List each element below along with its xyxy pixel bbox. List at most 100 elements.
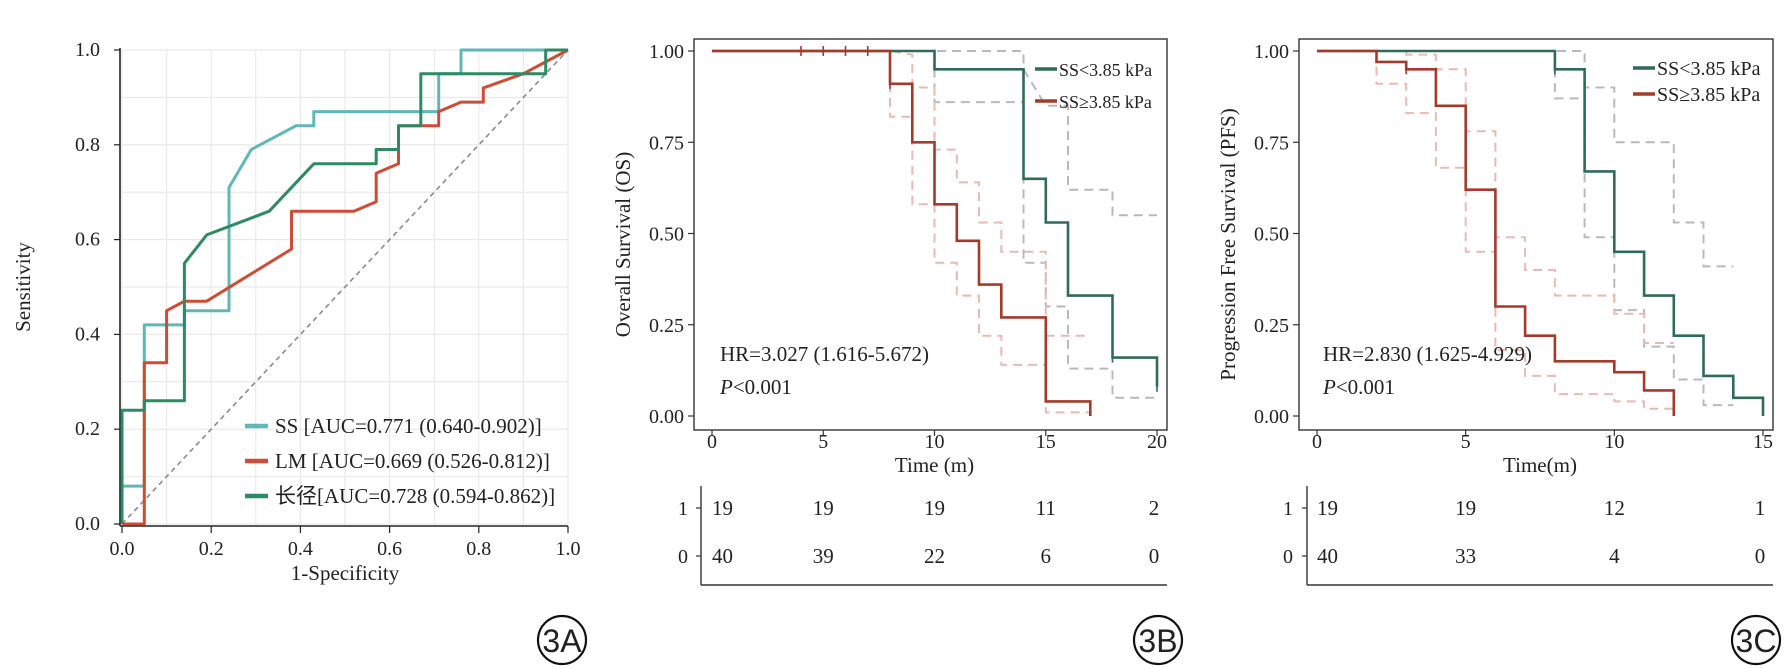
- km-legend: SS<3.85 kPa SS≥3.85 kPa: [1035, 60, 1152, 112]
- y-tick-label: 0.2: [75, 418, 100, 440]
- panel-label-3c: 3C: [1730, 614, 1782, 666]
- risk-cell: 2: [1149, 496, 1160, 520]
- y-tick-label: 0.00: [1254, 406, 1289, 428]
- risk-cell: 33: [1455, 544, 1476, 568]
- risk-table: 1 19 19 19 11 2 0 40 39 22 6 0: [678, 486, 1167, 586]
- risk-cell: 1: [1755, 496, 1766, 520]
- x-tick-label: 0.6: [377, 538, 402, 560]
- roc-legend: SS [AUC=0.771 (0.640-0.902)] LM [AUC=0.66…: [245, 414, 555, 508]
- legend-label: LM [AUC=0.669 (0.526-0.812)]: [275, 449, 550, 473]
- panel-label-text: 3A: [542, 623, 582, 659]
- y-tick-label: 0.75: [1254, 132, 1289, 154]
- y-axis-title: Overall Survival (OS): [611, 152, 635, 337]
- x-tick-label: 15: [1036, 431, 1056, 453]
- y-tick-label: 1.0: [75, 39, 100, 61]
- p-value-text: P<0.001: [719, 375, 792, 399]
- risk-cell: 19: [1317, 496, 1338, 520]
- p-label: P: [1322, 375, 1336, 399]
- hazard-ratio-text: HR=2.830 (1.625-4.929): [1323, 342, 1532, 366]
- panel-label-3a: 3A: [536, 614, 588, 666]
- risk-cell: 6: [1041, 544, 1052, 568]
- y-tick-label: 0.50: [1254, 224, 1289, 246]
- roc-panel: 0.0 0.2 0.4 0.6 0.8 1.0 0.0 0.2 0.4 0.6 0.8 1.0 1-Sp…: [11, 39, 581, 585]
- reference-diagonal: [121, 49, 569, 525]
- legend-label: SS≥3.85 kPa: [1657, 84, 1760, 106]
- roc-curve-2: [122, 48, 569, 526]
- x-tick-label: 1.0: [556, 538, 581, 560]
- p-value-text: P<0.001: [1322, 375, 1395, 399]
- ci-upper-1: [712, 50, 1157, 217]
- y-tick-label: 0.00: [649, 406, 684, 428]
- x-tick-label: 10: [1604, 431, 1624, 453]
- panel-label-text: 3C: [1736, 623, 1777, 659]
- x-tick-label: 0.8: [466, 538, 491, 560]
- risk-cell: 19: [924, 496, 945, 520]
- x-tick-label: 5: [1461, 431, 1471, 453]
- x-tick-label: 0.2: [199, 538, 224, 560]
- y-tick-label: 0.8: [75, 134, 100, 156]
- risk-row-label: 0: [678, 546, 688, 568]
- ci-lower-1: [712, 50, 1157, 399]
- x-tick-label: 0: [1312, 431, 1322, 453]
- legend-label: 长径[AUC=0.728 (0.594-0.862)]: [275, 484, 555, 508]
- panel-label-circle: [1132, 614, 1184, 666]
- risk-cell: 4: [1609, 544, 1620, 568]
- hazard-ratio-text: HR=3.027 (1.616-5.672): [720, 342, 929, 366]
- survival-curve-2: [712, 49, 1092, 416]
- p-value: <0.001: [1336, 375, 1395, 399]
- risk-cell: 19: [712, 496, 733, 520]
- risk-cell: 22: [924, 544, 945, 568]
- risk-cell: 12: [1604, 496, 1625, 520]
- survival-curve-1: [1317, 49, 1765, 416]
- x-axis-title: Time(m): [1503, 453, 1577, 477]
- x-axis-title: Time (m): [895, 453, 974, 477]
- roc-curve-3: [120, 48, 568, 524]
- risk-cell: 19: [813, 496, 834, 520]
- risk-cell: 39: [813, 544, 834, 568]
- y-tick-label: 0.6: [75, 229, 100, 251]
- km-legend: SS<3.85 kPa SS≥3.85 kPa: [1633, 58, 1761, 106]
- ci-upper-2: [1317, 50, 1674, 344]
- risk-cell: 11: [1036, 496, 1056, 520]
- y-tick-label: 0.0: [75, 513, 100, 535]
- y-tick-label: 0.25: [649, 315, 684, 337]
- ci-lower-2: [712, 50, 1091, 414]
- panel-label-3b: 3B: [1132, 614, 1184, 666]
- risk-row-label: 0: [1283, 546, 1293, 568]
- panel-label-circle: [1730, 614, 1782, 666]
- x-tick-label: 10: [925, 431, 945, 453]
- y-tick-label: 0.25: [1254, 315, 1289, 337]
- p-label: P: [719, 375, 733, 399]
- y-tick-label: 1.00: [649, 41, 684, 63]
- legend-label: SS<3.85 kPa: [1059, 60, 1152, 80]
- x-axis-title: 1-Specificity: [291, 561, 400, 585]
- risk-cell: 0: [1755, 544, 1766, 568]
- risk-cell: 40: [1317, 544, 1338, 568]
- ci-lower-1: [1317, 50, 1734, 407]
- panel-label-circle: [536, 614, 588, 666]
- y-axis-title: Progression Free Survival (PFS): [1216, 108, 1240, 380]
- x-tick-label: 0: [707, 431, 717, 453]
- risk-row-label: 1: [678, 498, 688, 520]
- y-axis-title: Sensitivity: [11, 242, 35, 332]
- plot-frame: [1298, 38, 1774, 431]
- ci-upper-2: [712, 50, 1091, 337]
- x-tick-label: 5: [818, 431, 828, 453]
- legend-label: SS<3.85 kPa: [1657, 58, 1761, 80]
- y-tick-label: 0.50: [649, 224, 684, 246]
- x-tick-label: 15: [1753, 431, 1773, 453]
- risk-table: 1 19 19 12 10 40 33 4 0: [1283, 486, 1773, 586]
- x-tick-label: 0.0: [110, 538, 135, 560]
- x-tick-label: 0.4: [288, 538, 313, 560]
- p-value: <0.001: [733, 375, 792, 399]
- risk-cell: 40: [712, 544, 733, 568]
- x-tick-label: 20: [1147, 431, 1167, 453]
- y-tick-label: 1.00: [1254, 41, 1289, 63]
- legend-label: SS [AUC=0.771 (0.640-0.902)]: [275, 414, 542, 438]
- y-tick-label: 0.4: [75, 323, 100, 345]
- y-tick-label: 0.75: [649, 132, 684, 154]
- risk-cell: 0: [1149, 544, 1160, 568]
- risk-row-label: 1: [1283, 498, 1293, 520]
